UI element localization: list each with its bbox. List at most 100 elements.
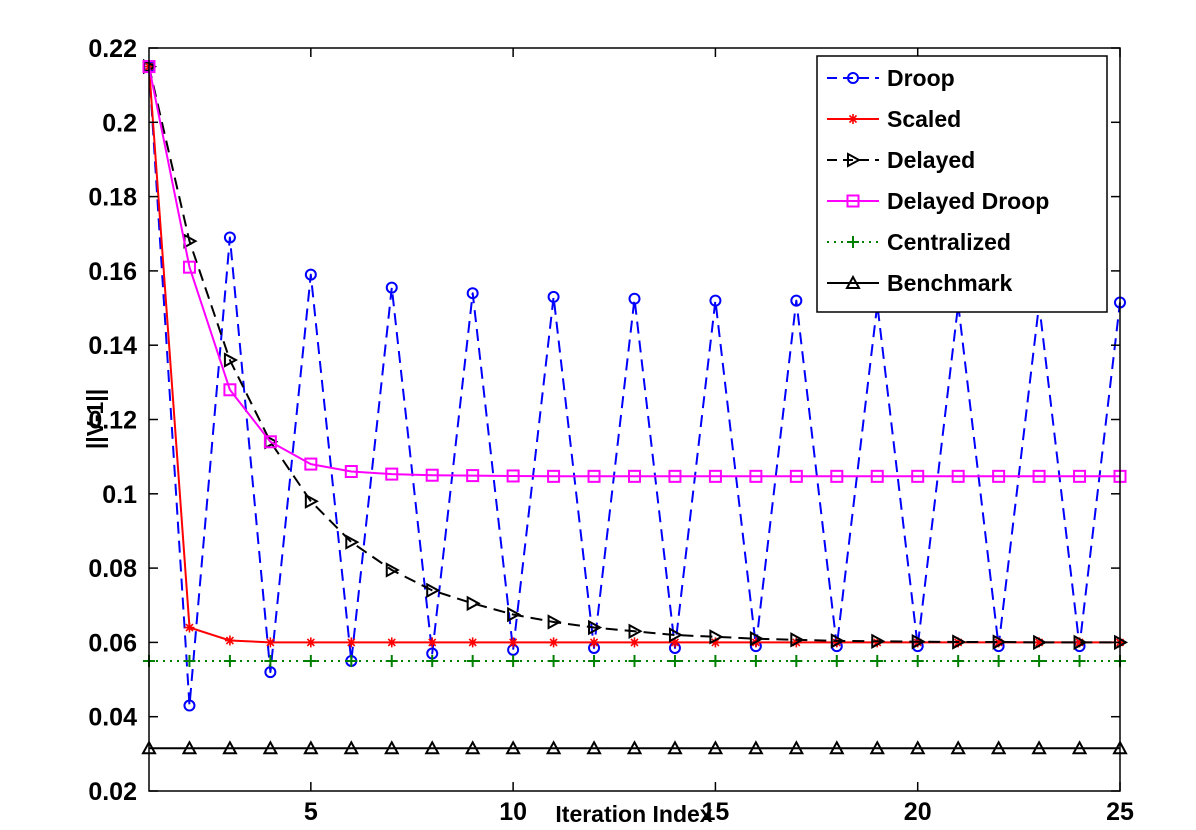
data-point-benchmark [262,740,279,755]
data-point-delayed-droop [182,260,196,274]
data-point-centralized [628,654,641,667]
data-point-delayed-droop [628,469,641,483]
x-tick-label: 5 [304,798,318,826]
data-point-benchmark [788,740,805,755]
data-point-delayed-droop [789,469,803,483]
data-point-scaled [508,637,519,648]
series-line-delayed-droop [148,66,1120,478]
data-point-delayed [385,562,400,578]
data-point-centralized [871,654,884,667]
data-point-scaled [1074,637,1085,648]
data-point-centralized [223,654,236,667]
data-point-delayed-droop [951,469,965,483]
data-point-benchmark [707,740,724,755]
data-point-droop [709,294,722,307]
legend-entry-delayed-droop: Delayed Droop [827,188,1049,214]
data-point-delayed-droop [506,469,520,483]
y-tick-label: 0.08 [88,555,137,583]
data-point-centralized [304,654,317,667]
data-point-delayed [547,614,562,630]
data-point-delayed [952,634,967,650]
data-point-benchmark [424,740,440,755]
data-point-benchmark [586,740,602,755]
data-point-scaled [184,622,195,633]
data-point-delayed-droop [1032,469,1046,483]
data-point-centralized [668,654,681,667]
legend-entry-benchmark: Benchmark [827,270,1012,296]
legend-marker-centralized [847,236,859,248]
data-point-delayed-droop [749,469,763,483]
data-point-delayed-droop [304,457,318,471]
data-point-centralized [709,654,722,667]
y-axis-label: ||V-1|| [82,389,108,449]
y-tick-label: 0.18 [88,184,137,212]
data-point-scaled [305,637,316,648]
data-point-centralized [749,654,762,667]
data-point-scaled [386,637,397,648]
data-point-delayed-droop [547,469,561,483]
data-point-delayed-droop [830,469,844,483]
data-point-delayed-droop [466,469,480,483]
data-point-centralized [547,654,560,667]
legend-label-delayed-droop: Delayed Droop [887,188,1049,214]
y-tick-label: 0.1 [102,481,137,509]
data-point-scaled [993,637,1004,648]
legend-label-centralized: Centralized [887,229,1011,255]
data-point-droop [790,294,803,307]
y-tick-label: 0.22 [88,35,137,63]
data-point-scaled [872,637,883,648]
data-point-benchmark [667,740,683,755]
data-point-delayed-droop [425,468,439,482]
data-point-centralized [588,654,601,667]
data-point-delayed-droop [708,469,722,483]
data-point-benchmark [464,740,481,755]
data-point-benchmark [384,740,400,755]
legend-entry-delayed: Delayed [827,147,975,173]
data-point-scaled [427,637,438,648]
data-point-benchmark [222,740,238,755]
data-point-delayed-droop [344,465,358,479]
legend-marker-scaled [848,114,858,124]
legend-marker-delayed [847,152,862,168]
data-point-scaled [831,637,842,648]
data-point-delayed-droop [385,467,399,481]
y-tick-label: 0.02 [88,778,137,806]
data-point-delayed-droop [668,469,682,483]
data-point-delayed [466,595,481,612]
legend-entry-droop: Droop [827,65,955,91]
data-point-centralized [952,654,965,667]
y-tick-label: 0.06 [88,629,137,657]
data-point-delayed [709,629,724,645]
data-point-droop [628,292,641,305]
data-point-benchmark [910,740,926,755]
series-line-droop [148,66,1121,707]
data-point-centralized [345,654,358,667]
data-point-droop [304,268,317,281]
data-point-delayed-droop [992,469,1006,483]
series-layer [141,58,1129,755]
data-point-droop [547,290,560,303]
data-point-scaled [710,637,721,648]
series-centralized [143,654,1126,667]
x-axis-label: Iteration Index [555,801,712,827]
data-point-scaled [467,637,478,648]
data-point-scaled [1034,637,1045,648]
data-point-delayed [911,633,926,650]
data-point-delayed [628,623,643,639]
legend-box [816,55,1108,313]
data-point-benchmark [343,740,359,755]
data-point-delayed [507,606,522,623]
data-point-centralized [1073,654,1086,667]
x-tick-label: 20 [904,798,932,826]
series-line-delayed [148,66,1120,644]
data-point-scaled [548,637,559,648]
data-point-benchmark [505,740,521,755]
legend-marker-benchmark [845,274,861,289]
data-point-delayed-droop [911,469,925,483]
legend-entry-scaled: Scaled [827,106,961,132]
data-point-droop [466,287,479,300]
data-point-centralized [911,654,924,667]
x-tick-label: 10 [499,798,527,826]
y-tick-label: 0.2 [102,109,137,137]
data-point-delayed [790,632,805,648]
